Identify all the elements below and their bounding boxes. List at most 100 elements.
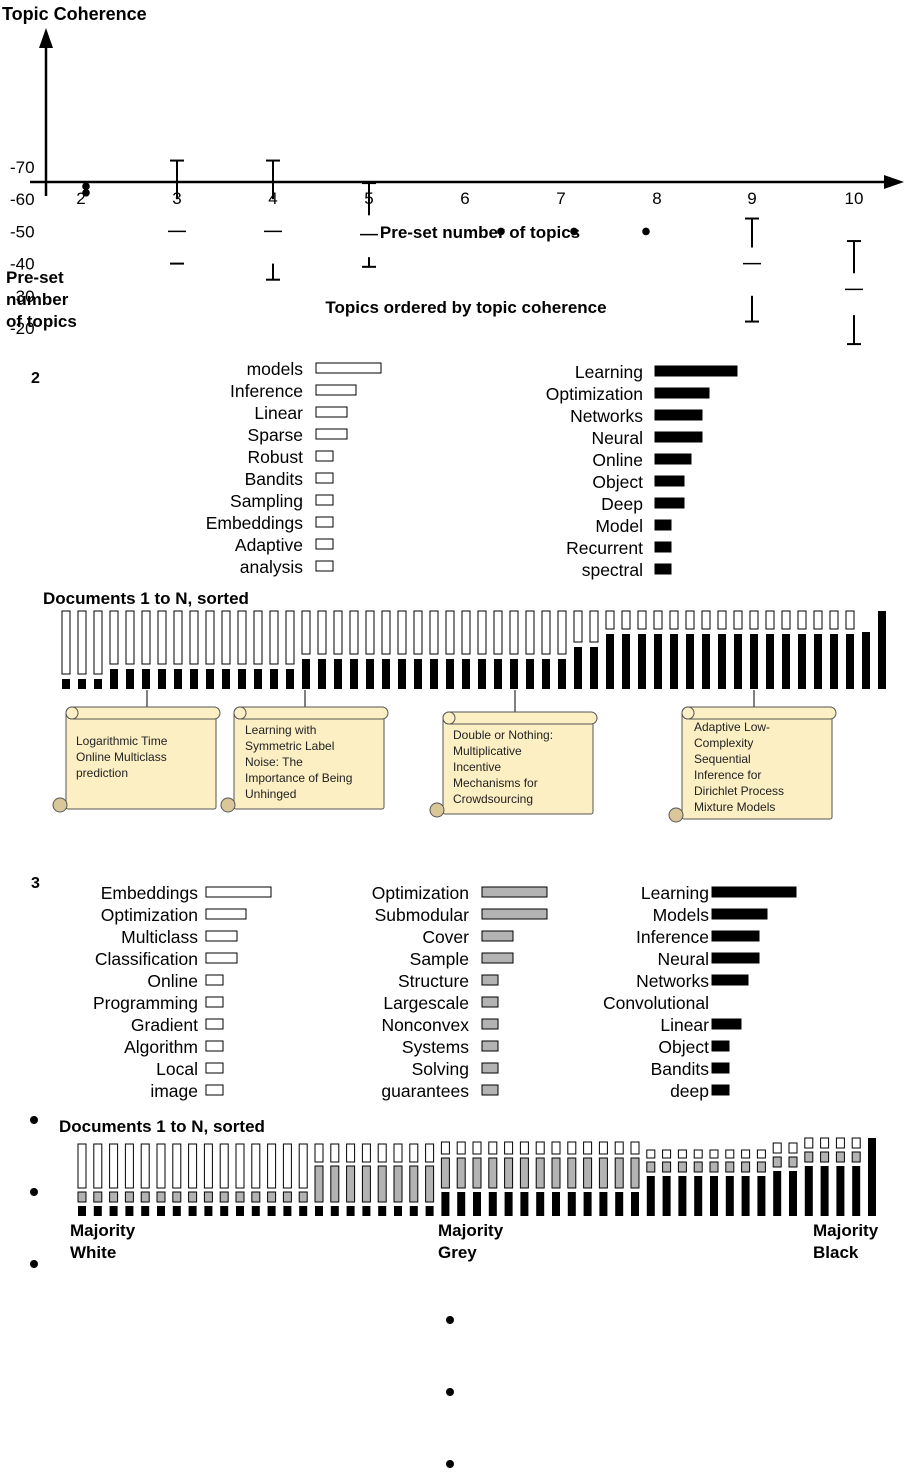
topic-weight-bar [315,384,357,396]
topic-word: Networks [636,971,709,991]
doc-bar-white [709,1149,719,1159]
callout-text-line: Dirichlet Process [694,784,784,798]
doc-bar-grey [440,1157,450,1189]
doc-bar-black [283,1206,292,1216]
doc-bar-white [285,610,295,665]
y-tick-label: -50 [10,222,35,241]
topic-weight-bar [205,908,247,920]
topic-weight-bar [315,494,334,506]
doc-bar-black [126,669,134,689]
doc-bar-black [362,1206,371,1216]
callout-text-line: Inference for [694,768,761,782]
doc-bar-grey [298,1191,308,1203]
doc-bar-white [205,610,215,665]
topic-word: image [150,1081,198,1101]
callout-text-line: Multiplicative [453,744,522,758]
doc-bar-white [346,1143,356,1163]
topic-weight-bar [481,930,514,942]
topic-weight-bar [205,952,238,964]
doc-bar-grey [409,1165,419,1203]
doc-bar-grey [172,1191,182,1203]
doc-bar-white [772,1142,782,1154]
topic-word: Learning [641,883,709,903]
doc-bar-white [741,1149,751,1159]
y-tick-label: -40 [10,255,35,274]
topic-word: Structure [398,971,469,991]
topic-word: Deep [601,494,643,514]
doc-bar-black [62,679,70,689]
doc-bar-white [851,1137,861,1149]
doc-bar-black [710,1176,718,1216]
doc-bar-black [836,1166,845,1216]
doc-bar-grey [93,1191,103,1203]
doc-bar-white [509,610,519,655]
doc-bar-white [677,1149,687,1159]
topic-word: Linear [660,1015,709,1035]
doc-bar-white [630,1141,640,1155]
callout-scroll-curl [442,711,456,725]
section-2-callouts: Logarithmic Time Online Multiclass predict… [52,690,837,823]
doc-bar-grey [124,1191,134,1203]
callout-scroll-curl-bottom [52,797,68,813]
doc-bar-black [718,634,726,689]
ellipsis-dot [30,1188,38,1196]
doc-bar-black [654,634,662,689]
doc-bar-black [750,634,758,689]
doc-bar-white [219,1143,229,1189]
topic-word: Programming [93,993,198,1013]
topic-word: Optimization [372,883,469,903]
doc-bar-white [646,1149,656,1159]
outlier-point [82,182,90,191]
topic-weight-bar [205,1018,224,1030]
doc-bar-black [302,659,310,689]
section-2-docs-title: Documents 1 to N, sorted [43,589,249,608]
row-header-line-2: number [6,290,69,309]
doc-bar-white [835,1137,845,1149]
topic-word: Solving [412,1059,469,1079]
doc-bar-white [765,610,775,630]
topic-word: Embeddings [206,513,304,533]
callout-text-line: prediction [76,766,128,780]
topic-weight-bar [654,365,738,377]
doc-bar-white [267,1143,277,1189]
callout-scroll-top [65,706,221,720]
doc-bar-white [93,1143,103,1189]
callout-scroll-curl [233,706,247,720]
doc-bar-black [141,1206,150,1216]
doc-bar-black [220,1206,229,1216]
doc-bar-white [393,1143,403,1163]
doc-bar-white [361,1143,371,1163]
doc-bar-black [542,659,550,689]
topic-weight-bar [315,428,348,440]
topic-weight-bar [205,974,224,986]
doc-bar-black [109,1206,118,1216]
doc-bar-black [766,634,774,689]
box-5 [360,182,378,268]
y-axis-arrow [39,28,53,48]
x-axis-label: Pre-set number of topics [380,223,580,242]
section-3-grey-topic: OptimizationSubmodularCoverSampleStructu… [372,883,548,1101]
doc-bar-black [552,1192,560,1216]
doc-bar-black [382,659,390,689]
x-tick-label: 10 [845,189,864,208]
topic-weight-bar [654,475,685,487]
outlier-point [570,227,578,236]
doc-bar-black [142,669,150,689]
doc-bar-grey [709,1161,719,1173]
doc-bar-white [409,1143,419,1163]
x-tick-label: 7 [556,189,565,208]
doc-bar-black [267,1206,276,1216]
doc-bar-white [693,1149,703,1159]
callout-text-line: Crowdsourcing [453,792,533,806]
topic-word: Networks [570,406,643,426]
topic-weight-bar [711,1018,742,1030]
section-3-black-topic: LearningModelsInferenceNeuralNetworksCon… [603,883,797,1101]
doc-bar-grey [772,1156,782,1168]
doc-bar-grey [804,1151,814,1163]
doc-bar-black [157,1206,165,1216]
doc-bar-black [789,1171,797,1216]
topic-weight-bar [315,560,334,572]
topic-word: Submodular [375,905,470,925]
box-10 [845,240,863,346]
topic-word: Algorithm [124,1037,198,1057]
